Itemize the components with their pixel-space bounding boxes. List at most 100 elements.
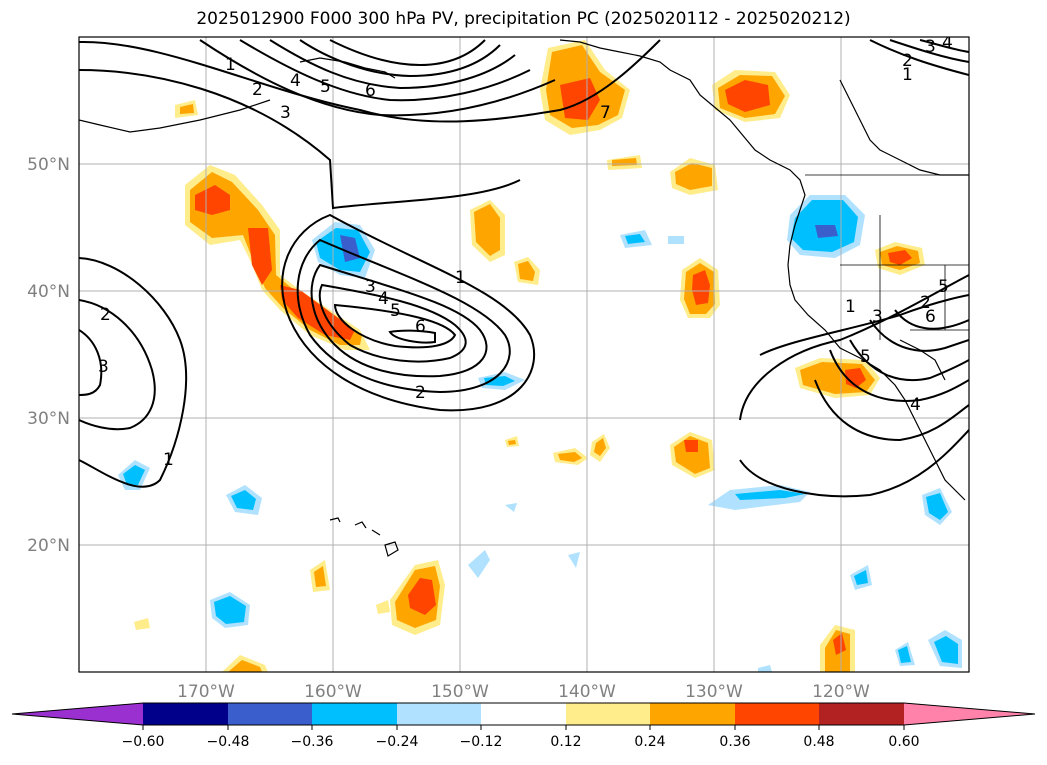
colorbar-segment <box>650 703 735 725</box>
colorbar-tick-label: 0.12 <box>550 734 581 750</box>
map-border <box>78 36 970 673</box>
colorbar-tick-label: −0.48 <box>207 734 250 750</box>
colorbar-segment <box>735 703 819 725</box>
plot-title: 2025012900 F000 300 hPa PV, precipitatio… <box>196 9 851 29</box>
precip-neg-blob <box>484 376 515 386</box>
precip-neg-blob <box>231 490 256 510</box>
contour-labels: 1 2 3 4 5 6 7 1 2 3 4 5 6 2 3 1 1 2 3 4 <box>98 33 953 470</box>
lon-labels: 170°W 160°W 150°W 140°W 130°W 120°W <box>177 682 870 702</box>
precip-neg-blob <box>758 665 772 672</box>
precip-neg-blob <box>934 636 958 664</box>
map-background <box>79 37 969 672</box>
colorbar-tick-label: 0.48 <box>803 734 834 750</box>
colorbar-segment <box>566 703 650 725</box>
lon-label: 140°W <box>558 682 616 702</box>
precip-blob <box>408 578 436 615</box>
lon-label: 160°W <box>304 682 362 702</box>
precip-blob <box>508 440 516 445</box>
precip-blob <box>180 104 194 114</box>
contour-label: 6 <box>365 81 376 101</box>
contour-label: 3 <box>365 277 376 297</box>
colorbar-tick-label: −0.36 <box>291 734 334 750</box>
precip-blob <box>518 261 535 281</box>
contour-label: 2 <box>415 383 426 403</box>
lat-label: 50°N <box>27 155 70 175</box>
coastlines <box>79 39 969 557</box>
precip-neg-blob <box>214 596 246 624</box>
lon-label: 150°W <box>431 682 489 702</box>
precip-blob <box>833 633 846 655</box>
contour-label: 4 <box>378 289 389 309</box>
lat-label: 20°N <box>27 536 70 556</box>
precip-blob <box>888 250 912 265</box>
precip-neg-blob <box>926 493 948 520</box>
colorbar: −0.60 −0.48 −0.36 −0.24 −0.12 0.12 0.24 … <box>11 702 1036 750</box>
contour-label: 3 <box>872 307 883 327</box>
gridlines <box>79 37 969 672</box>
colorbar-tick-label: −0.60 <box>122 734 165 750</box>
precip-blob <box>594 438 606 456</box>
lat-labels: 50°N 40°N 30°N 20°N <box>27 155 70 556</box>
precip-blob <box>675 163 712 190</box>
colorbar-segment <box>143 703 228 725</box>
precip-blob <box>228 660 262 672</box>
colorbar-segment <box>228 703 312 725</box>
precip-blob <box>845 368 866 388</box>
lat-label: 40°N <box>27 282 70 302</box>
precip-band <box>190 172 362 345</box>
colorbar-tick-label: 0.36 <box>719 734 750 750</box>
precip-blob <box>725 80 770 112</box>
precip-blob <box>560 78 600 120</box>
precip-neg-blob <box>854 570 868 585</box>
lon-label: 120°W <box>812 682 870 702</box>
precip-neg-blob <box>568 552 580 568</box>
precip-neg-blob <box>668 236 684 244</box>
contour-label: 3 <box>925 37 936 57</box>
precip-blob <box>134 618 150 630</box>
precip-band <box>248 228 272 285</box>
precip-neg-blob <box>898 646 911 663</box>
precip-neg-blob <box>123 465 145 485</box>
contour-label: 1 <box>163 450 174 470</box>
colorbar-tick-label: 0.60 <box>888 734 919 750</box>
contour-label: 2 <box>100 305 111 325</box>
colorbar-tick-label: −0.24 <box>376 734 419 750</box>
colorbar-tick-label: 0.24 <box>634 734 665 750</box>
contour-label: 2 <box>920 293 931 313</box>
lat-label: 30°N <box>27 409 70 429</box>
contour-label: 5 <box>320 77 331 97</box>
contour-label: 6 <box>415 317 426 337</box>
pv-contours <box>79 39 969 498</box>
contour-label: 1 <box>225 55 236 75</box>
precip-blob <box>684 440 698 452</box>
colorbar-tick-label: −0.12 <box>460 734 503 750</box>
precip-neg-blob <box>468 550 490 578</box>
precip-neg-blob <box>735 490 805 500</box>
state-borders <box>805 174 969 340</box>
precip-blob <box>692 270 710 305</box>
colorbar-segment <box>312 703 397 725</box>
contour-label: 7 <box>600 103 611 123</box>
map-panel: 1 2 3 4 5 6 7 1 2 3 4 5 6 2 3 1 1 2 3 4 <box>78 33 970 673</box>
precip-band <box>195 185 230 215</box>
contour-label: 5 <box>938 277 949 297</box>
precip-blob <box>474 204 500 256</box>
contour-label: 5 <box>390 301 401 321</box>
contour-label: 3 <box>98 357 109 377</box>
precip-blob <box>314 566 326 587</box>
contour-label: 4 <box>942 33 953 53</box>
precip-neg-blob <box>625 234 645 244</box>
colorbar-extend-max <box>904 703 1035 725</box>
contour-label: 1 <box>845 297 856 317</box>
lon-label: 130°W <box>685 682 743 702</box>
precip-neg-blob <box>505 503 517 512</box>
precip-neg-blob <box>815 225 838 238</box>
colorbar-segment <box>397 703 481 725</box>
colorbar-ticks <box>142 725 905 730</box>
contour-label: 1 <box>455 268 466 288</box>
contour-label: 4 <box>910 395 921 415</box>
contour-label: 4 <box>290 71 301 91</box>
contour-label: 1 <box>902 65 913 85</box>
contour-label: 2 <box>902 51 913 71</box>
